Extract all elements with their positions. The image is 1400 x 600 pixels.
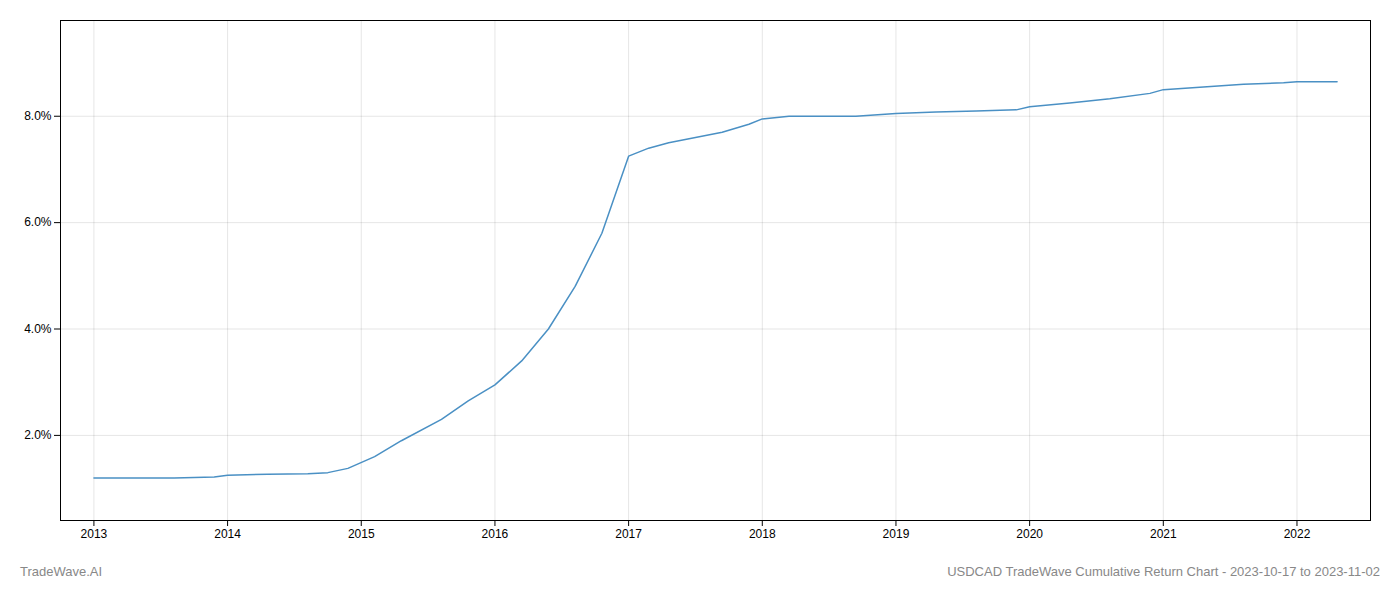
svg-text:2018: 2018 bbox=[749, 527, 776, 541]
svg-text:2016: 2016 bbox=[482, 527, 509, 541]
svg-text:2017: 2017 bbox=[615, 527, 642, 541]
svg-text:4.0%: 4.0% bbox=[24, 322, 52, 336]
svg-text:2021: 2021 bbox=[1150, 527, 1177, 541]
html-text:TradeWave.AI: TradeWave.AI bbox=[20, 564, 103, 579]
svg-text:2013: 2013 bbox=[81, 527, 108, 541]
svg-text:2019: 2019 bbox=[883, 527, 910, 541]
svg-text:8.0%: 8.0% bbox=[24, 109, 52, 123]
svg-text:2022: 2022 bbox=[1284, 527, 1311, 541]
html-text:USDCAD TradeWave Cumulative Re: USDCAD TradeWave Cumulative Return Chart… bbox=[947, 564, 1380, 579]
svg-text:2020: 2020 bbox=[1016, 527, 1043, 541]
svg-text:2015: 2015 bbox=[348, 527, 375, 541]
svg-text:2014: 2014 bbox=[214, 527, 241, 541]
svg-text:6.0%: 6.0% bbox=[24, 215, 52, 229]
svg-text:2.0%: 2.0% bbox=[24, 428, 52, 442]
